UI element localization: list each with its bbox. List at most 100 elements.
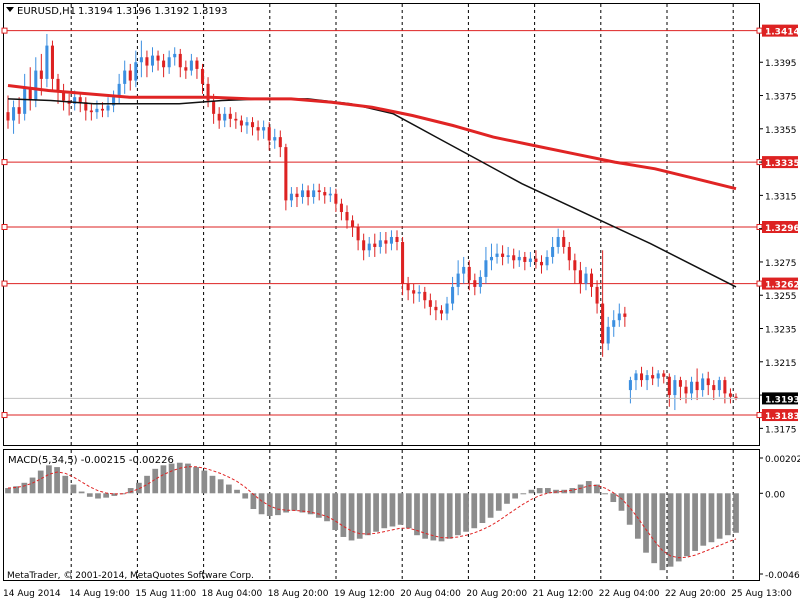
macd-bar xyxy=(78,491,85,494)
level-anchor-left[interactable] xyxy=(1,412,8,419)
level-anchor-right[interactable] xyxy=(756,280,763,287)
candle-body xyxy=(639,373,644,381)
level-price-tag[interactable] xyxy=(762,277,798,290)
candle-body xyxy=(517,256,521,261)
level-price-tag[interactable] xyxy=(762,156,798,169)
macd-bar xyxy=(716,493,723,539)
time-label: 14 Aug 2014 xyxy=(3,589,61,599)
macd-bar xyxy=(168,463,175,494)
candle-body xyxy=(145,57,149,66)
macd-bar xyxy=(373,493,379,532)
level-price-tag[interactable] xyxy=(762,409,798,422)
candle-body xyxy=(712,385,716,391)
level-price-tag[interactable] xyxy=(762,24,798,37)
time-label: 20 Aug 20:00 xyxy=(466,589,527,599)
level-anchor-left[interactable] xyxy=(1,27,8,34)
horizontal-levels xyxy=(1,27,763,419)
candle-body xyxy=(89,110,93,113)
candle-body xyxy=(45,45,49,79)
macd-bar xyxy=(422,493,429,539)
candle-body xyxy=(84,102,88,111)
macd-bar xyxy=(692,493,698,551)
price-axis: 1.33951.33751.33551.33351.33151.32951.32… xyxy=(759,59,797,435)
candle-body xyxy=(62,90,66,101)
candle-body xyxy=(445,303,449,314)
candle-body xyxy=(728,393,732,397)
macd-pane-frame xyxy=(3,449,760,581)
candle-body xyxy=(456,273,460,287)
level-anchor-right[interactable] xyxy=(756,27,763,34)
macd-bar xyxy=(528,489,535,494)
candle-body xyxy=(200,68,205,84)
macd-bar xyxy=(21,482,28,494)
candle-body xyxy=(562,236,566,247)
macd-bar xyxy=(495,493,502,511)
macd-bar xyxy=(62,475,69,494)
candle-body xyxy=(467,266,471,281)
macd-bar xyxy=(136,482,142,494)
candle-body xyxy=(112,97,116,106)
candle-body xyxy=(439,310,443,314)
macd-bar xyxy=(438,493,445,542)
candle-body xyxy=(312,190,316,198)
candle-body xyxy=(567,246,571,261)
candle-body xyxy=(234,118,238,121)
macd-bar xyxy=(307,493,314,515)
level-anchor-left[interactable] xyxy=(1,159,8,166)
candle-body xyxy=(156,55,160,61)
macd-bar xyxy=(217,479,224,494)
price-tick-label: 1.3375 xyxy=(765,93,797,103)
candle-body xyxy=(167,57,171,68)
candle-body xyxy=(495,253,499,257)
macd-bar xyxy=(111,493,118,496)
candle-body xyxy=(684,386,688,394)
candle-body xyxy=(39,70,43,79)
macd-bar xyxy=(569,488,576,494)
macd-bar xyxy=(29,477,36,494)
level-labels[interactable]: 1.3414 1.3335 1.3296 1.3262 1.3183 1.3193 xyxy=(762,24,800,422)
candle-body xyxy=(395,236,399,242)
price-tick-label: 1.3175 xyxy=(765,425,797,435)
candle-body xyxy=(667,376,671,396)
level-price-label: 1.3414 xyxy=(765,28,800,38)
macd-bar xyxy=(332,493,339,530)
time-label: 18 Aug 04:00 xyxy=(202,589,263,599)
candle-body xyxy=(95,108,99,113)
candle-body xyxy=(423,291,427,301)
level-anchor-right[interactable] xyxy=(756,412,763,419)
candle-body xyxy=(706,378,710,386)
candle-body xyxy=(701,378,705,391)
macd-bar xyxy=(291,493,298,511)
candle-body xyxy=(551,246,555,257)
level-anchor-left[interactable] xyxy=(1,223,8,230)
candle-body xyxy=(345,212,349,221)
candle-body xyxy=(206,83,210,101)
candle-body xyxy=(212,100,216,114)
time-label: 25 Aug 13:00 xyxy=(731,589,792,599)
level-anchor-left[interactable] xyxy=(1,280,8,287)
level-price-tag[interactable] xyxy=(762,220,798,233)
macd-bar xyxy=(144,475,150,494)
macd-bar xyxy=(242,493,249,499)
candle-body xyxy=(428,300,432,307)
macd-bar xyxy=(348,493,355,541)
candle-body xyxy=(128,70,132,81)
candle-body xyxy=(389,236,393,244)
macd-bar xyxy=(446,493,453,539)
candle-body xyxy=(34,70,38,101)
candle-body xyxy=(106,105,110,111)
chart-menu-icon[interactable] xyxy=(6,7,14,12)
candle-body xyxy=(506,255,510,257)
candle-body xyxy=(356,226,360,241)
macd-bar xyxy=(479,493,486,523)
current-price-label: 1.3193 xyxy=(765,395,800,405)
candle-body xyxy=(612,320,616,327)
candle-body xyxy=(523,256,527,262)
macd-bar xyxy=(455,493,461,536)
macd-bar xyxy=(324,493,330,522)
macd-histogram xyxy=(5,462,739,571)
macd-bar xyxy=(659,493,666,571)
candle-body xyxy=(123,70,127,84)
